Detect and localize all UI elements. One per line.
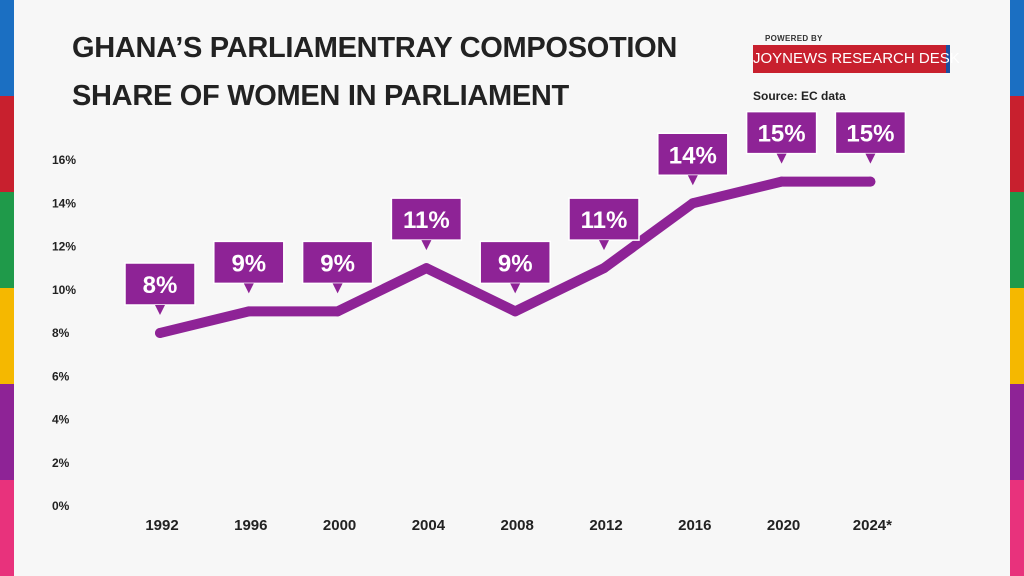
data-point	[776, 176, 787, 187]
x-tick-label: 2024*	[853, 517, 892, 534]
x-tick-label: 2020	[767, 517, 800, 534]
data-label-pointer	[687, 175, 698, 186]
data-label-pointer	[332, 283, 343, 294]
source-note: Source: EC data	[753, 89, 846, 103]
data-point	[332, 306, 343, 317]
data-label: 9%	[498, 250, 533, 277]
data-label: 14%	[669, 142, 717, 169]
data-label-box	[745, 110, 818, 155]
data-point	[599, 263, 609, 274]
data-point	[510, 306, 521, 317]
brand-badge: JOYNEWS RESEARCH DESK	[753, 45, 960, 73]
data-label-pointer	[599, 240, 609, 251]
data-label: 9%	[231, 250, 266, 277]
y-tick-label: 16%	[52, 153, 76, 167]
data-point	[865, 176, 876, 187]
chart-title: GHANA’S PARLIAMENTRAY COMPOSOTION	[72, 32, 678, 64]
y-tick-label: 12%	[52, 240, 76, 254]
data-label-pointer	[243, 283, 254, 294]
data-label-pointer	[155, 305, 165, 315]
data-label-pointer	[865, 153, 876, 164]
x-tick-label: 2004	[412, 517, 446, 534]
data-label-pointer	[776, 153, 787, 164]
data-label-box	[213, 240, 285, 285]
x-tick-label: 1992	[145, 517, 178, 534]
data-label: 9%	[320, 250, 355, 277]
data-point	[421, 263, 432, 274]
x-tick-label: 2008	[501, 517, 534, 534]
right-color-stripe	[1010, 0, 1024, 576]
y-tick-label: 6%	[52, 369, 70, 383]
data-label-pointer	[421, 240, 432, 251]
y-tick-label: 14%	[52, 196, 76, 210]
data-label: 15%	[758, 121, 806, 148]
data-label: 11%	[581, 207, 628, 234]
data-label-box	[657, 132, 729, 176]
x-tick-label: 2016	[678, 517, 711, 534]
x-tick-label: 2000	[323, 517, 356, 534]
data-point	[243, 306, 254, 317]
data-point	[687, 198, 698, 209]
y-tick-label: 4%	[52, 413, 70, 427]
y-tick-label: 8%	[52, 326, 70, 340]
data-label: 11%	[403, 207, 450, 234]
y-tick-label: 2%	[52, 456, 70, 470]
x-tick-label: 2012	[589, 517, 622, 534]
data-label-pointer	[510, 283, 521, 294]
chart-subtitle: SHARE OF WOMEN IN PARLIAMENT	[72, 80, 569, 112]
data-label: 15%	[846, 121, 894, 148]
data-label-box	[568, 197, 640, 241]
y-tick-label: 0%	[52, 499, 70, 513]
left-color-stripe	[0, 0, 14, 576]
x-tick-label: 1996	[234, 517, 267, 534]
data-label-box	[390, 197, 463, 241]
powered-by-label: POWERED BY	[765, 34, 823, 43]
y-tick-label: 10%	[52, 283, 76, 297]
data-point	[155, 328, 165, 338]
data-label: 8%	[143, 272, 178, 299]
